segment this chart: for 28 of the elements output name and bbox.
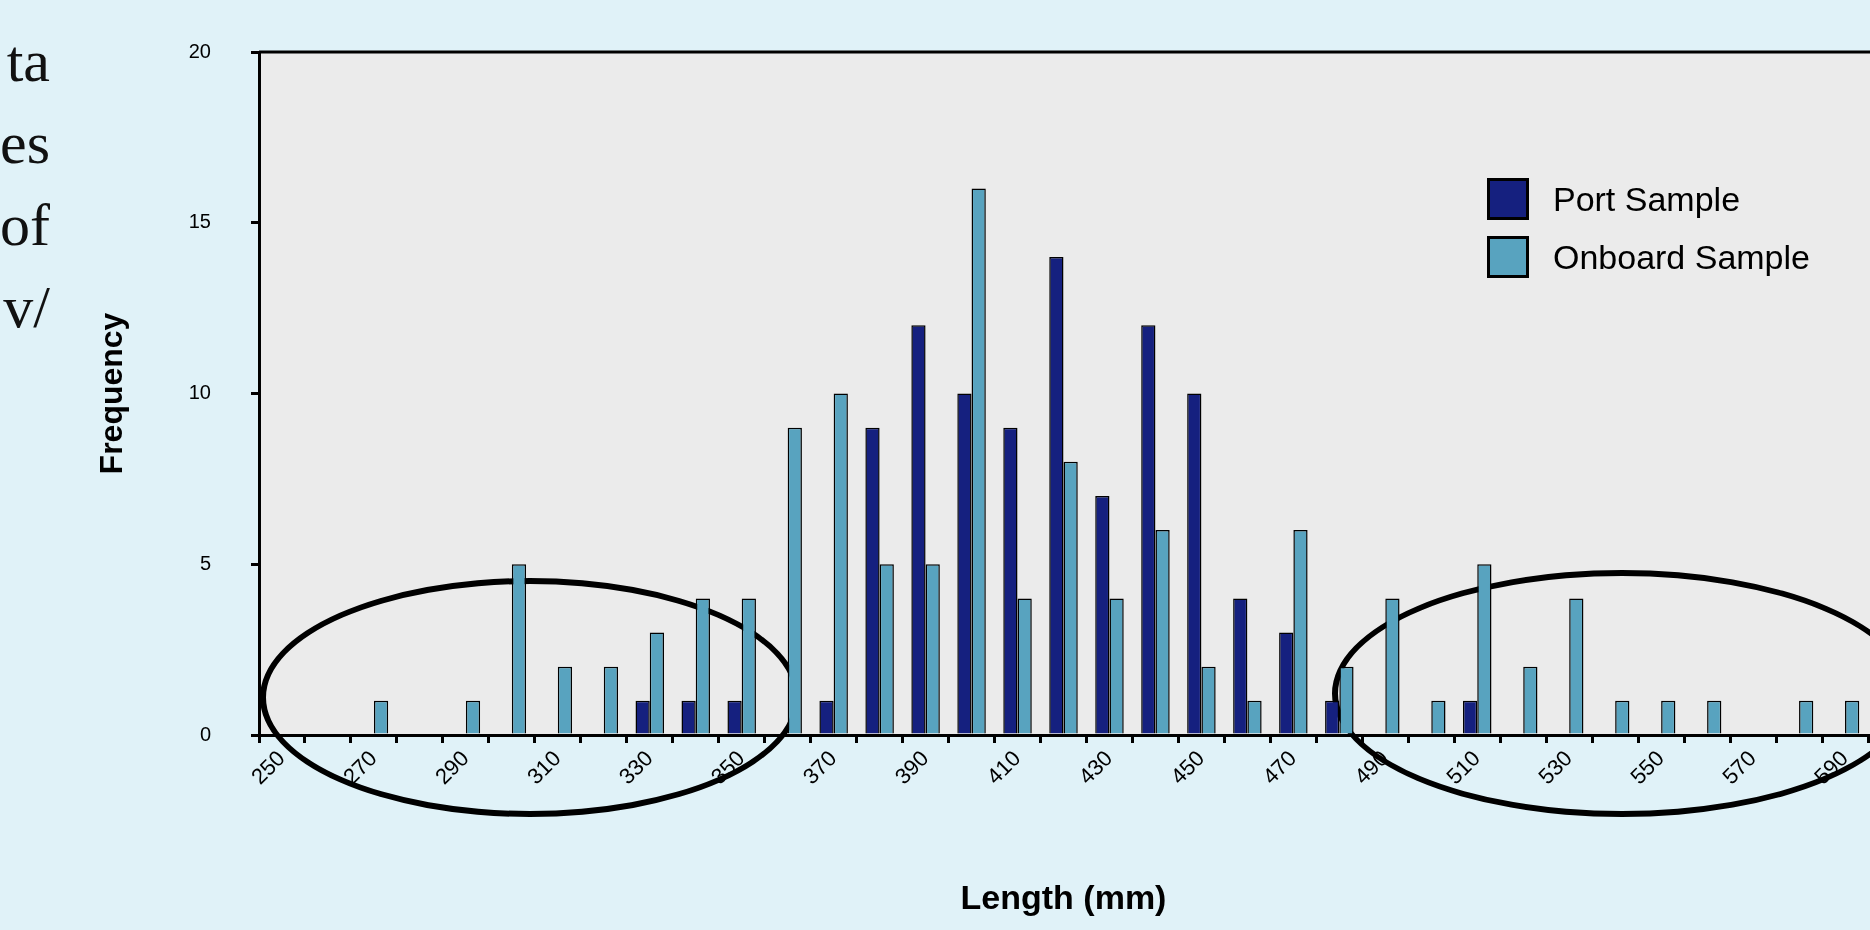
text: of [0, 191, 50, 260]
x-tick-label: 430 [1073, 745, 1118, 790]
x-tick-label: 550 [1625, 745, 1669, 790]
x-tick-label: 250 [246, 745, 290, 790]
legend-label: Port Sample [1552, 179, 1741, 219]
x-tick-label: 470 [1257, 745, 1302, 790]
x-tick-label: 330 [613, 745, 658, 790]
x-tick-label: 290 [430, 745, 474, 790]
text: es [0, 109, 50, 178]
y-tick-label: 5 [199, 551, 211, 574]
y-tick-label: 10 [188, 381, 211, 404]
text: v/ [2, 273, 50, 342]
y-tick-label: 20 [188, 39, 211, 62]
x-tick-label: 310 [521, 745, 566, 790]
text: ta [5, 27, 50, 96]
x-tick-label: 390 [889, 745, 934, 790]
x-tick-label: 410 [981, 745, 1026, 790]
y-axis-title: Frequency [93, 312, 130, 475]
x-tick-label: 450 [1165, 745, 1210, 790]
y-tick-label: 0 [199, 722, 211, 745]
x-tick-label: 510 [1441, 745, 1486, 790]
x-axis-title: Length (mm) [960, 877, 1167, 916]
x-tick-label: 530 [1533, 745, 1578, 790]
x-tick-label: 370 [797, 745, 842, 790]
y-tick-label: 15 [188, 210, 211, 233]
x-tick-label: 570 [1717, 745, 1761, 790]
legend-label: Onboard Sample [1552, 237, 1810, 277]
x-tick-label: 270 [338, 745, 382, 790]
